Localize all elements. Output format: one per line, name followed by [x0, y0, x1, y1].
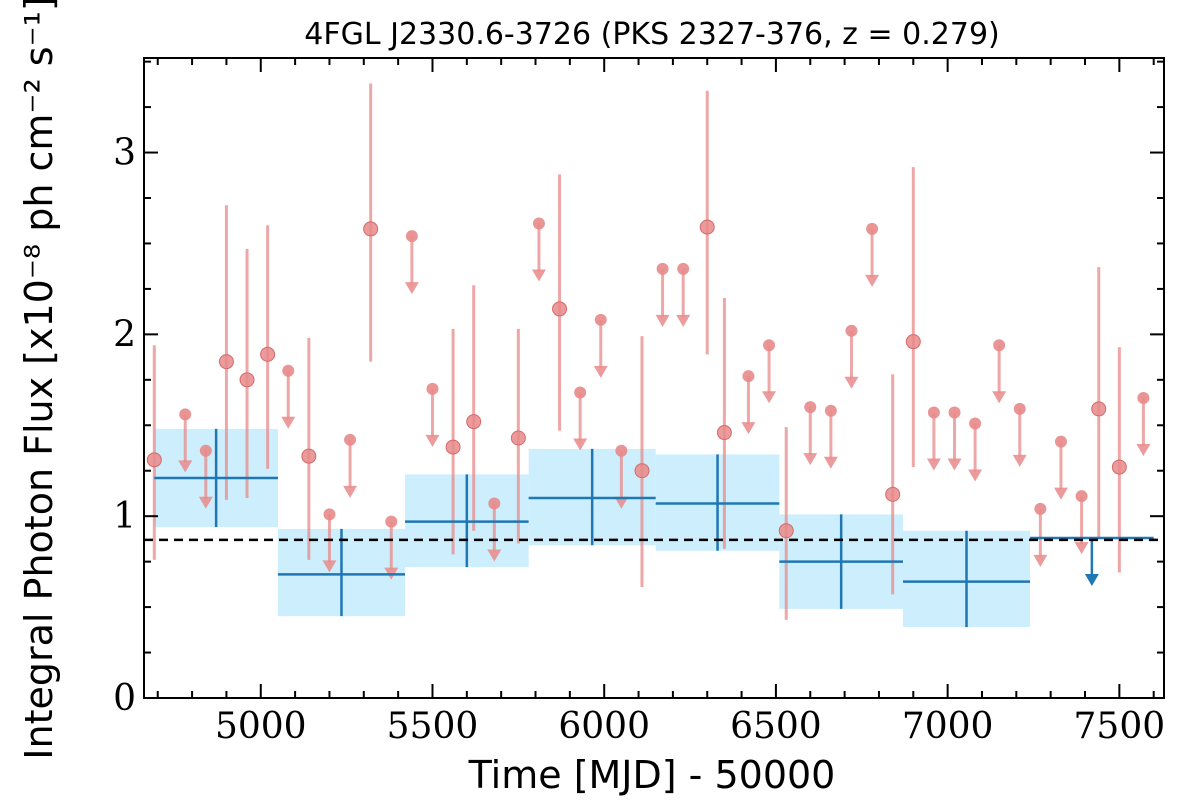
- detection-point: [552, 301, 568, 317]
- upper-limit-arrowhead: [992, 391, 1007, 404]
- upper-limit-arrowhead: [531, 269, 546, 282]
- detection-point: [239, 372, 255, 388]
- upper-limit-arrowhead: [404, 282, 419, 295]
- upper-limit-arrowhead: [425, 434, 440, 447]
- upper-limit-arrowhead: [844, 376, 859, 389]
- upper-limit-arrowhead: [343, 485, 358, 498]
- upper-limit-arrowhead: [947, 458, 962, 471]
- upper-limit-arrowhead: [1074, 542, 1089, 555]
- upper-limit-arrowhead: [322, 560, 337, 573]
- upper-limit-arrowhead: [1033, 554, 1048, 567]
- upper-limit-arrowhead: [178, 460, 193, 473]
- upper-limit-arrowhead: [614, 496, 629, 509]
- upper-limit-arrowhead: [823, 456, 838, 469]
- detection-point: [1091, 401, 1107, 417]
- upper-limit-marker: [426, 382, 439, 395]
- upper-limit-marker: [948, 406, 961, 419]
- detection-point: [634, 463, 650, 479]
- upper-limit-marker: [845, 324, 858, 337]
- detection-point: [716, 425, 732, 441]
- upper-limit-arrowhead: [926, 458, 941, 471]
- upper-limit-marker: [1013, 402, 1026, 415]
- detection-point: [885, 486, 901, 502]
- axes: 5000 5500 6000 6500 7000 7500 0 1 2 3: [113, 58, 1165, 747]
- upper-limit-marker: [615, 444, 628, 457]
- upper-limit-arrowhead: [968, 469, 983, 482]
- x-tick-label: 7000: [902, 706, 994, 747]
- y-axis-label: Integral Photon Flux [x10⁻⁸ ph cm⁻² s⁻¹]: [17, 0, 61, 760]
- upper-limit-marker: [405, 230, 418, 243]
- detection-point: [1111, 459, 1127, 475]
- detection-point: [905, 334, 921, 350]
- upper-limit-arrowhead: [1053, 487, 1068, 500]
- upper-limit-arrowhead: [1136, 444, 1151, 456]
- upper-limit-arrowhead: [281, 416, 296, 429]
- detection-point: [466, 414, 482, 430]
- upper-limit-arrowhead: [487, 549, 502, 562]
- upper-limit-marker: [574, 386, 587, 399]
- upper-limit-marker: [594, 313, 607, 326]
- upper-limit-marker: [993, 339, 1006, 352]
- upper-limit-arrowhead: [676, 314, 691, 327]
- upper-limit-arrowhead: [573, 438, 588, 451]
- upper-limit-marker: [866, 222, 879, 235]
- upper-limit-marker: [179, 408, 192, 421]
- upper-limit-marker: [385, 515, 398, 528]
- upper-limit-marker: [1034, 502, 1047, 515]
- upper-limit-marker: [763, 339, 776, 352]
- x-tick-label: 7500: [1074, 706, 1166, 747]
- upper-limit-marker: [344, 433, 357, 446]
- upper-limit-arrowhead: [655, 314, 670, 327]
- upper-limit-arrowhead: [741, 422, 756, 435]
- detection-point: [301, 448, 317, 464]
- upper-limit-marker: [1137, 392, 1150, 404]
- upper-limit-arrowhead: [198, 496, 213, 509]
- upper-limit-marker: [199, 444, 212, 457]
- detection-point: [260, 346, 276, 362]
- upper-limit-marker: [1075, 490, 1088, 503]
- x-tick-label: 5000: [215, 706, 307, 747]
- upper-limit-marker: [804, 401, 817, 414]
- upper-limit-arrowhead: [803, 453, 818, 466]
- detection-point: [778, 523, 794, 539]
- x-axis-label: Time [MJD] - 50000: [468, 753, 836, 797]
- upper-limit-arrowhead: [865, 274, 880, 287]
- y-tick-label: 0: [113, 678, 136, 719]
- chart-title: 4FGL J2330.6-3726 (PKS 2327-376, z = 0.2…: [304, 17, 999, 52]
- upper-limit-marker: [323, 508, 336, 521]
- upper-limit-marker: [656, 262, 669, 275]
- x-tick-label: 6000: [558, 706, 650, 747]
- detection-point: [146, 452, 162, 468]
- upper-limit-marker: [927, 406, 940, 419]
- upper-limit-marker: [742, 370, 755, 383]
- detection-point: [218, 354, 234, 370]
- detection-point: [445, 439, 461, 455]
- upper-limit-arrowhead: [1012, 454, 1027, 467]
- y-tick-label: 3: [113, 133, 136, 174]
- upper-limit-marker: [488, 497, 501, 510]
- upper-limit-marker: [1054, 435, 1067, 448]
- plot-area: [144, 83, 1164, 628]
- upper-limit-marker: [824, 404, 837, 417]
- long-bin-ul-arrowhead: [1084, 574, 1099, 586]
- upper-limit-arrowhead: [762, 391, 777, 404]
- y-tick-label: 2: [113, 314, 136, 355]
- plot-frame: [143, 57, 1165, 699]
- upper-limit-marker: [532, 217, 545, 230]
- detection-point: [363, 221, 379, 237]
- x-tick-label: 6500: [730, 706, 822, 747]
- upper-limit-marker: [969, 417, 982, 430]
- upper-limit-marker: [677, 262, 690, 275]
- detection-point: [699, 219, 715, 235]
- y-tick-label: 1: [113, 496, 136, 537]
- x-tick-label: 5500: [387, 706, 479, 747]
- upper-limit-marker: [282, 364, 295, 377]
- upper-limit-arrowhead: [593, 365, 608, 378]
- detection-point: [510, 430, 526, 446]
